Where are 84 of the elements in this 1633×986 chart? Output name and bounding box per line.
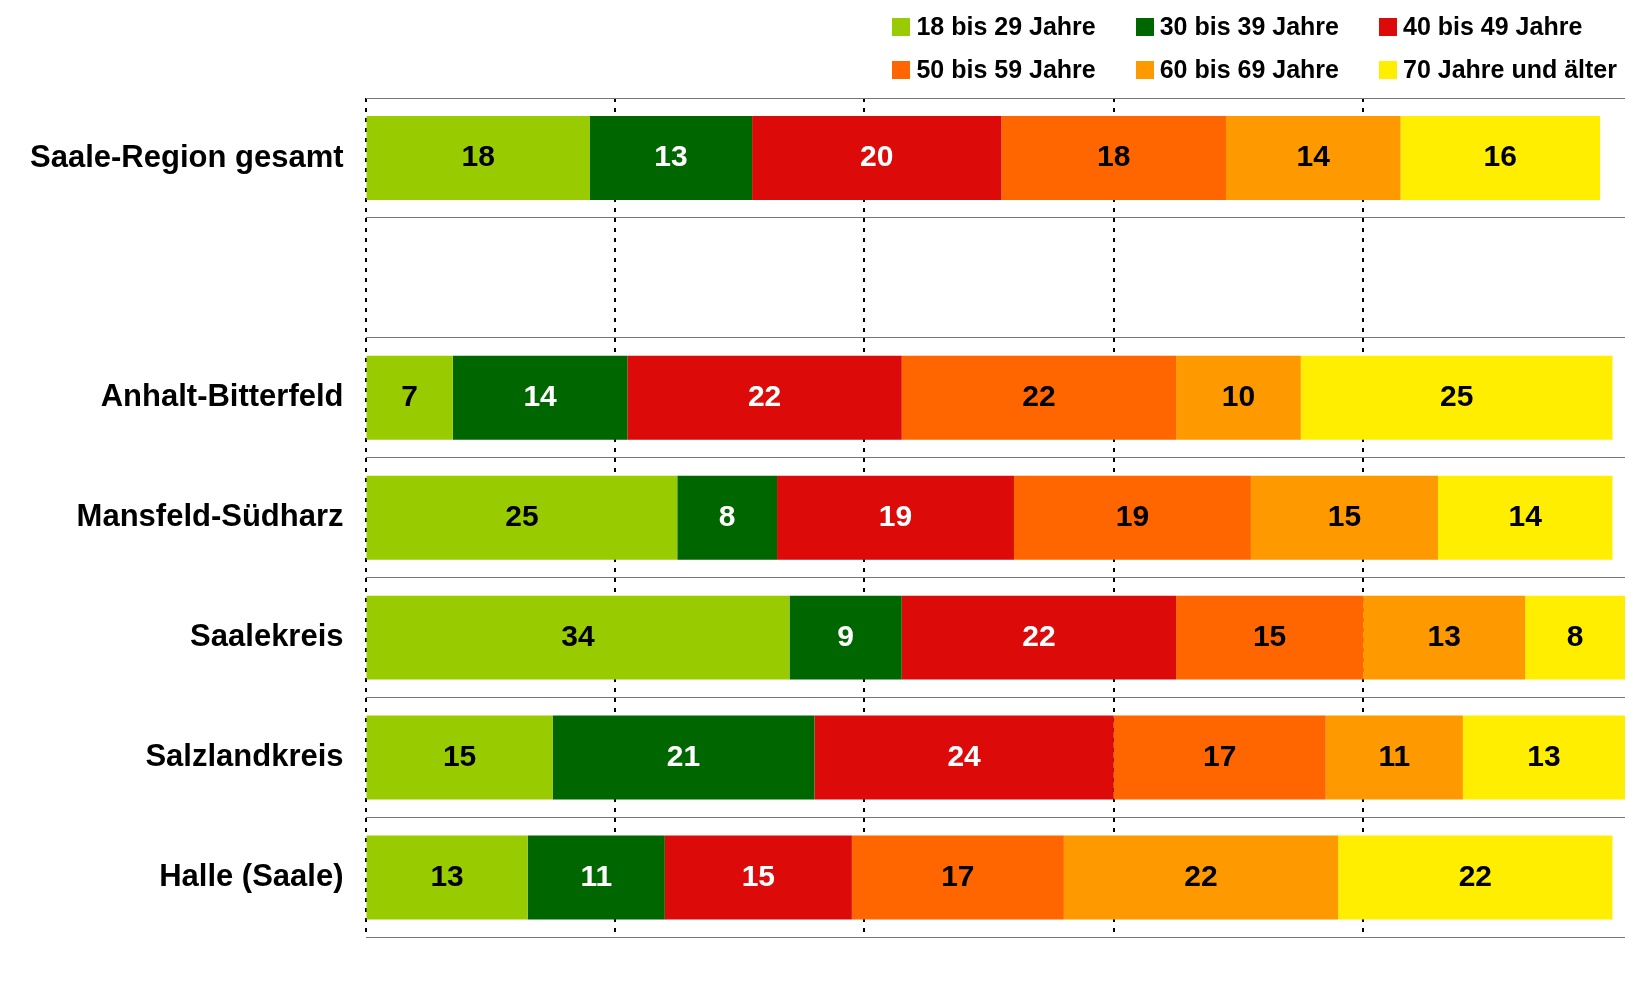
data-label: 19 [878,498,913,532]
data-label: 22 [1022,379,1056,413]
y-tick-label: Mansfeld-Südharz [76,498,344,534]
data-label: 18 [461,139,495,173]
y-tick-label: Halle (Saale) [159,857,344,893]
y-tick-label: Salzlandkreis [145,738,344,774]
data-label: 10 [1221,379,1256,413]
legend-label: 60 bis 69 Jahre [1159,55,1340,84]
data-label: 15 [741,858,776,892]
data-label: 7 [401,379,419,413]
data-label: 14 [523,379,558,413]
data-label: 13 [1527,738,1561,772]
data-label: 13 [1427,618,1461,652]
data-label: 18 [1097,139,1131,173]
data-label: 9 [837,618,854,652]
bar [1001,115,1226,200]
data-label: 22 [747,379,782,413]
bar [1250,475,1438,560]
data-label: 8 [718,498,736,532]
data-label: 13 [430,858,464,892]
bar [527,835,665,920]
bar [590,115,753,200]
data-label: 15 [1252,618,1287,652]
bar [1176,355,1301,440]
bar [814,715,1114,800]
data-label: 15 [1327,498,1362,532]
bar [366,835,528,920]
bar [677,475,778,560]
bar [664,835,852,920]
bar [1462,715,1625,800]
bar [366,595,790,680]
bar [366,115,590,200]
data-label: 19 [1115,498,1150,532]
data-label: 22 [1022,618,1056,652]
bar [1525,595,1625,680]
data-label: 21 [666,738,701,772]
bar [627,355,902,440]
bar [901,595,1177,680]
data-label: 14 [1296,139,1331,173]
data-label: 11 [1378,738,1411,772]
bar [1325,715,1463,800]
legend-label: 18 bis 29 Jahre [916,12,1096,41]
bar [1437,475,1613,560]
legend-label: 50 bis 59 Jahre [916,55,1096,84]
bar [851,835,1064,920]
bar [777,475,1014,560]
bar [789,595,902,680]
bar [1113,715,1326,800]
legend-label: 70 Jahre und älter [1403,55,1617,84]
bar [366,715,553,800]
bar [1363,595,1526,680]
bar [366,355,453,440]
data-label: 20 [860,139,894,173]
bar [1176,595,1364,680]
bar [1300,355,1613,440]
data-label: 25 [505,498,539,532]
data-label: 17 [1203,738,1237,772]
bar [1400,115,1601,200]
bar [752,115,1002,200]
bar [901,355,1177,440]
bar [552,715,815,800]
data-label: 34 [561,618,596,652]
data-label: 15 [442,738,477,772]
data-label: 8 [1566,618,1584,652]
y-tick-label: Anhalt-Bitterfeld [100,378,344,414]
bar [1063,835,1339,920]
y-tick-label: Saale-Region gesamt [30,138,344,174]
data-label: 25 [1439,379,1474,413]
bar [452,355,628,440]
bar [1013,475,1251,560]
y-tick-label: Saalekreis [190,618,344,654]
data-label: 13 [654,139,688,173]
legend-label: 30 bis 39 Jahre [1159,12,1340,41]
bar [1338,835,1613,920]
bar [366,475,678,560]
data-label: 24 [947,738,982,772]
bar [1225,115,1401,200]
data-label: 14 [1508,498,1543,532]
data-label: 22 [1458,858,1493,892]
data-label: 11 [580,858,613,892]
data-label: 17 [941,858,975,892]
legend-label: 40 bis 49 Jahre [1403,12,1583,41]
data-label: 16 [1483,139,1517,173]
data-label: 22 [1184,858,1218,892]
